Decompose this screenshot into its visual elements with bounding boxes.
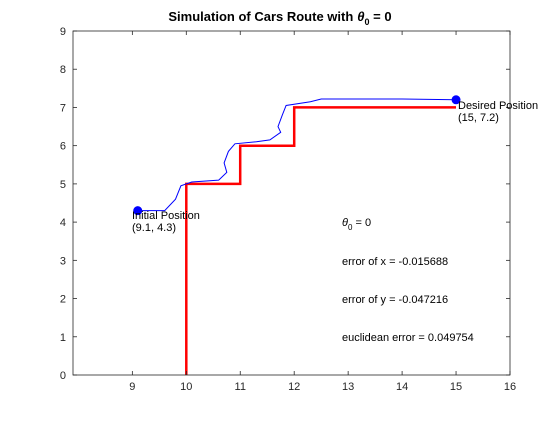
chart-title-sub: 0 <box>365 17 370 27</box>
y-tick-label: 2 <box>60 294 66 306</box>
x-tick-label: 12 <box>288 381 300 393</box>
car-route-line <box>137 98 457 212</box>
annotation-theta-sub: 0 <box>348 223 353 232</box>
annotation-error-x: error of x = -0.015688 <box>342 256 448 268</box>
y-tick-label: 7 <box>60 102 66 114</box>
marker-coords-initial: (9.1, 4.3) <box>132 222 176 234</box>
y-tick-label: 5 <box>60 179 66 191</box>
x-tick-label: 11 <box>235 381 246 393</box>
y-tick-label: 6 <box>60 141 66 153</box>
annotation-theta-symbol: θ <box>342 217 348 229</box>
y-tick-label: 4 <box>60 217 66 229</box>
chart-title-theta: θ <box>357 9 364 24</box>
axes-box <box>72 30 511 376</box>
marker-coords-desired: (15, 7.2) <box>458 112 499 124</box>
marker-initial <box>133 206 143 216</box>
chart-title: Simulation of Cars Route with θ0 = 0 <box>168 9 391 27</box>
x-tick-label: 13 <box>342 381 354 393</box>
x-tick-label: 16 <box>504 381 516 393</box>
marker-label-desired: Desired Position <box>458 100 538 112</box>
y-tick-label: 3 <box>60 255 66 267</box>
x-tick-label: 9 <box>129 381 135 393</box>
x-tick-label: 15 <box>450 381 462 393</box>
y-tick-label: 9 <box>60 26 66 38</box>
annotation-theta-tail: = 0 <box>352 217 371 229</box>
plot-layer <box>133 95 461 375</box>
chart-title-main: Simulation of Cars Route with <box>168 9 353 24</box>
marker-label-initial: Initial Position <box>132 210 200 222</box>
y-tick-label: 1 <box>60 332 66 344</box>
annotation-theta: θ0 = 0 <box>342 217 371 232</box>
annotation-error-y: error of y = -0.047216 <box>342 294 448 306</box>
x-tick-label: 10 <box>180 381 192 393</box>
annotation-euclidean-error: euclidean error = 0.049754 <box>342 332 474 344</box>
x-tick-label: 14 <box>396 381 408 393</box>
chart-title-tail: = 0 <box>370 9 392 24</box>
y-tick-label: 8 <box>60 64 66 76</box>
marker-desired <box>451 95 461 105</box>
y-tick-label: 0 <box>60 370 66 382</box>
